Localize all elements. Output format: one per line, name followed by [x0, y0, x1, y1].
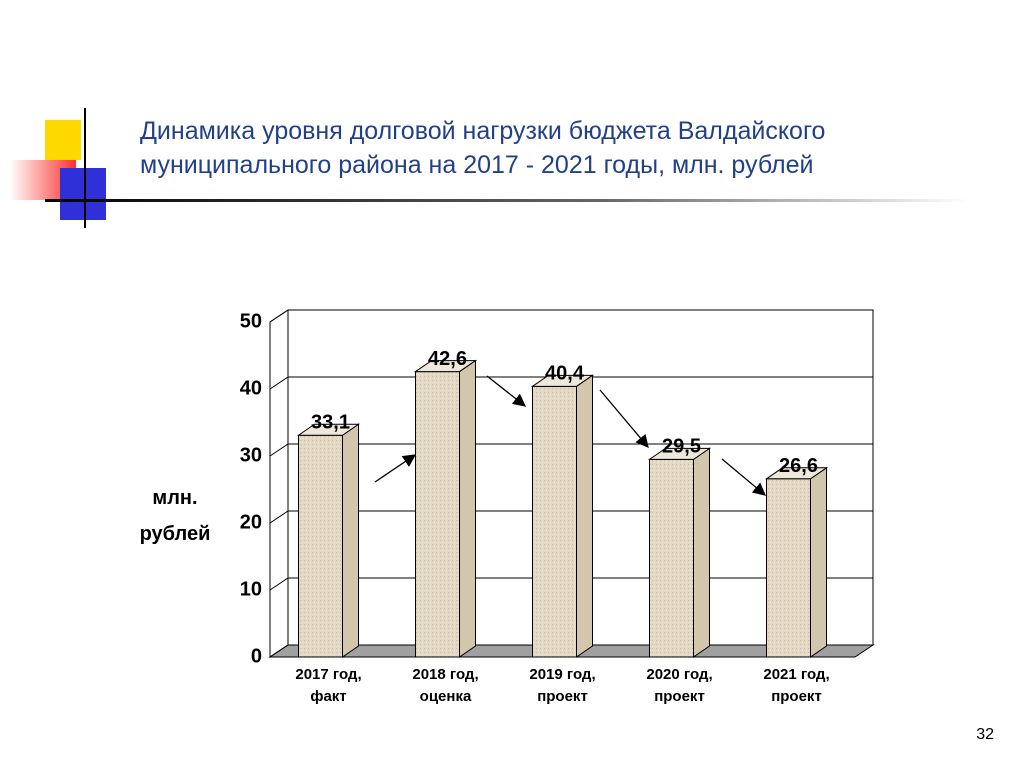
y-tick-label: 0	[251, 645, 262, 667]
bar	[530, 374, 595, 658]
grid-line	[269, 443, 873, 457]
grid-line	[269, 309, 873, 323]
bar-side	[342, 423, 359, 658]
side-wall	[269, 309, 289, 658]
value-label: 42,6	[428, 348, 467, 370]
slide-number: 32	[976, 726, 994, 743]
y-axis-label: млн. рублей	[139, 487, 211, 545]
bar-side	[576, 374, 593, 658]
y-tick-label: 10	[240, 578, 262, 600]
value-label: 26,6	[779, 455, 818, 477]
bar	[413, 359, 478, 658]
x-tick-label: 2018 год, оценка	[412, 666, 479, 705]
bar-top	[764, 467, 829, 480]
bar	[647, 447, 712, 658]
bar-side	[459, 359, 476, 658]
y-tick-label: 40	[240, 377, 262, 399]
bar-front	[532, 385, 577, 658]
value-label: 33,1	[311, 412, 350, 434]
bar	[296, 423, 361, 658]
bar-side	[693, 447, 710, 658]
bar-top	[413, 360, 478, 373]
bar-front	[766, 478, 811, 658]
x-tick-label: 2017 год, факт	[295, 666, 362, 705]
plot-area: 0 10 20 30 40 50 33,1 42,6 40,4 29,5 26,6	[240, 309, 875, 667]
bar-top	[296, 423, 361, 436]
grid-line	[269, 376, 873, 390]
bar-front	[649, 458, 694, 658]
y-tick-label: 20	[240, 511, 262, 533]
bar-side	[810, 466, 827, 658]
trend-arrows	[374, 375, 766, 496]
value-label: 40,4	[545, 363, 585, 385]
y-tick-label: 30	[240, 444, 262, 466]
x-tick-label: 2021 год, проект	[763, 666, 830, 705]
x-tick-label: 2019 год, проект	[529, 666, 596, 705]
bar-front	[298, 434, 343, 658]
bar-top	[647, 447, 712, 460]
slide-title: Динамика уровня долговой нагрузки бюджет…	[140, 117, 826, 179]
x-tick-label: 2020 год, проект	[646, 666, 713, 705]
bar-top	[530, 374, 595, 387]
bar-front	[415, 371, 460, 658]
bar	[764, 466, 829, 658]
value-label: 29,5	[662, 436, 701, 458]
logo	[10, 108, 970, 228]
y-tick-label: 50	[240, 310, 262, 332]
